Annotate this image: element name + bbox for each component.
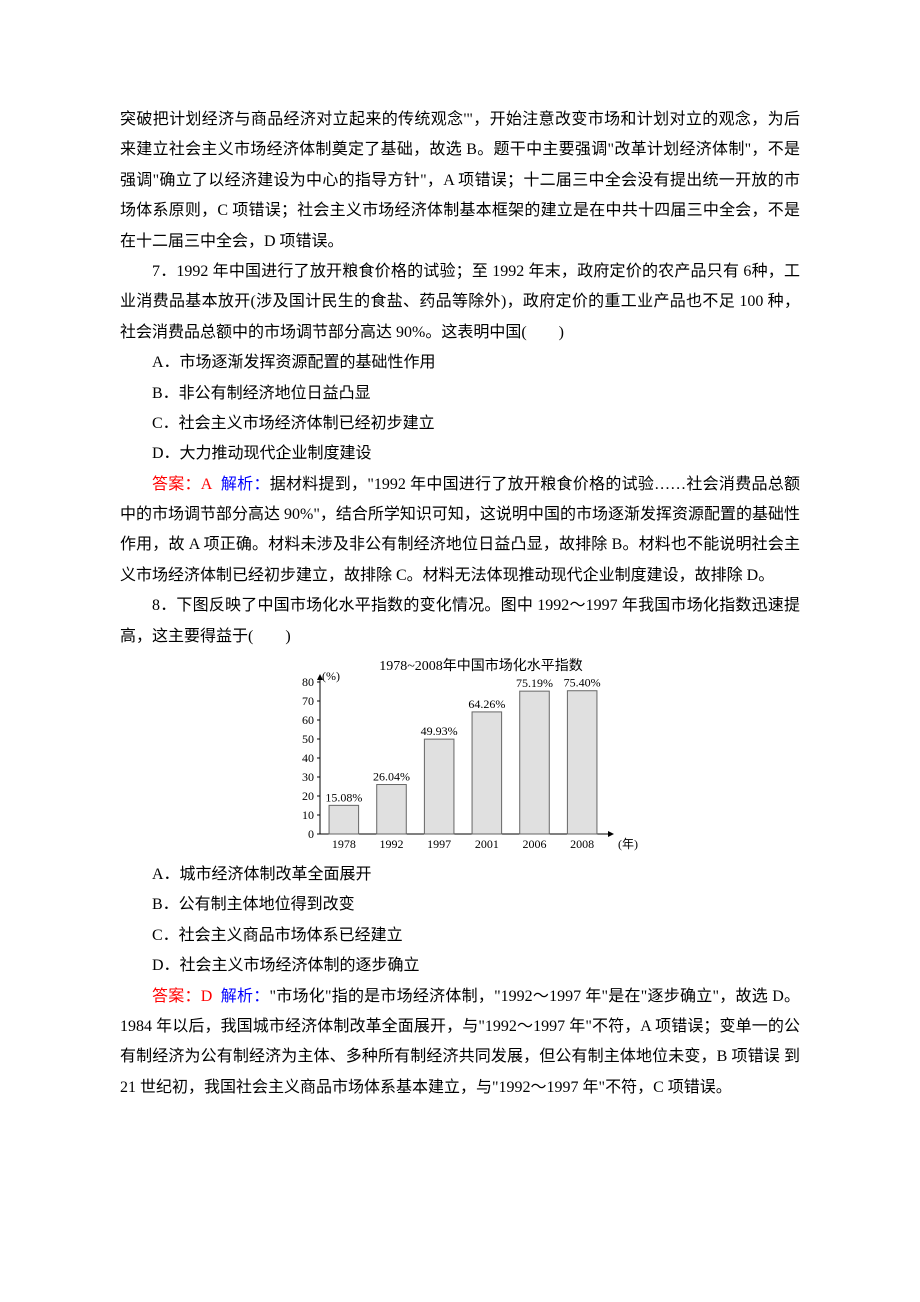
svg-text:20: 20: [302, 789, 314, 803]
svg-text:75.19%: 75.19%: [516, 676, 553, 690]
svg-text:15.08%: 15.08%: [325, 790, 362, 804]
q8-choice-b: B．公有制主体地位得到改变: [120, 890, 800, 920]
svg-text:1997: 1997: [427, 837, 451, 851]
svg-text:60: 60: [302, 713, 314, 727]
q8-choice-a: A．城市经济体制改革全面展开: [120, 860, 800, 890]
svg-text:0: 0: [308, 827, 314, 841]
svg-text:(年): (年): [618, 837, 638, 851]
svg-text:2008: 2008: [570, 837, 594, 851]
q7-answer-prefix: 答案：A: [152, 476, 212, 493]
svg-text:64.26%: 64.26%: [468, 697, 505, 711]
svg-text:1978~2008年中国市场化水平指数: 1978~2008年中国市场化水平指数: [379, 657, 583, 674]
q7-stem: 7．1992 年中国进行了放开粮食价格的试验；至 1992 年末，政府定价的农产…: [120, 257, 800, 348]
svg-text:2001: 2001: [475, 837, 499, 851]
q7-choice-d: D．大力推动现代企业制度建设: [120, 439, 800, 469]
q7-choice-a: A．市场逐渐发挥资源配置的基础性作用: [120, 348, 800, 378]
svg-text:26.04%: 26.04%: [373, 770, 410, 784]
q8-answer: 答案：D 解析："市场化"指的是市场经济体制，"1992～1997 年"是在"逐…: [120, 982, 800, 1104]
q8-explain-prefix: 解析：: [221, 988, 270, 1005]
svg-text:10: 10: [302, 808, 314, 822]
q7-answer: 答案：A 解析：据材料提到，"1992 年中国进行了放开粮食价格的试验……社会消…: [120, 470, 800, 592]
q7-explain-prefix: 解析：: [221, 476, 270, 493]
paragraph-intro: 突破把计划经济与商品经济对立起来的传统观念'"，开始注意改变市场和计划对立的观念…: [120, 105, 800, 257]
q8-choice-c: C．社会主义商品市场体系已经建立: [120, 921, 800, 951]
q7-choice-c: C．社会主义市场经济体制已经初步建立: [120, 409, 800, 439]
svg-text:40: 40: [302, 751, 314, 765]
svg-text:80: 80: [302, 675, 314, 689]
svg-text:1992: 1992: [380, 837, 404, 851]
svg-text:50: 50: [302, 732, 314, 746]
q8-stem: 8．下图反映了中国市场化水平指数的变化情况。图中 1992～1997 年我国市场…: [120, 591, 800, 652]
svg-text:30: 30: [302, 770, 314, 784]
svg-text:2006: 2006: [523, 837, 547, 851]
svg-text:(%): (%): [322, 669, 340, 683]
svg-text:1978: 1978: [332, 837, 356, 851]
q7-choice-b: B．非公有制经济地位日益凸显: [120, 379, 800, 409]
bar-chart: 1978~2008年中国市场化水平指数 (%) 0 10 20 30 40 50 60 70 80 1…: [280, 656, 640, 856]
page-content: 突破把计划经济与商品经济对立起来的传统观念'"，开始注意改变市场和计划对立的观念…: [0, 0, 920, 1183]
svg-text:49.93%: 49.93%: [421, 724, 458, 738]
svg-text:70: 70: [302, 694, 314, 708]
q8-choice-d: D．社会主义市场经济体制的逐步确立: [120, 951, 800, 981]
svg-text:75.40%: 75.40%: [564, 676, 601, 690]
q8-answer-prefix: 答案：D: [152, 988, 212, 1005]
chart-container: 1978~2008年中国市场化水平指数 (%) 0 10 20 30 40 50 60 70 80 1…: [120, 656, 800, 856]
